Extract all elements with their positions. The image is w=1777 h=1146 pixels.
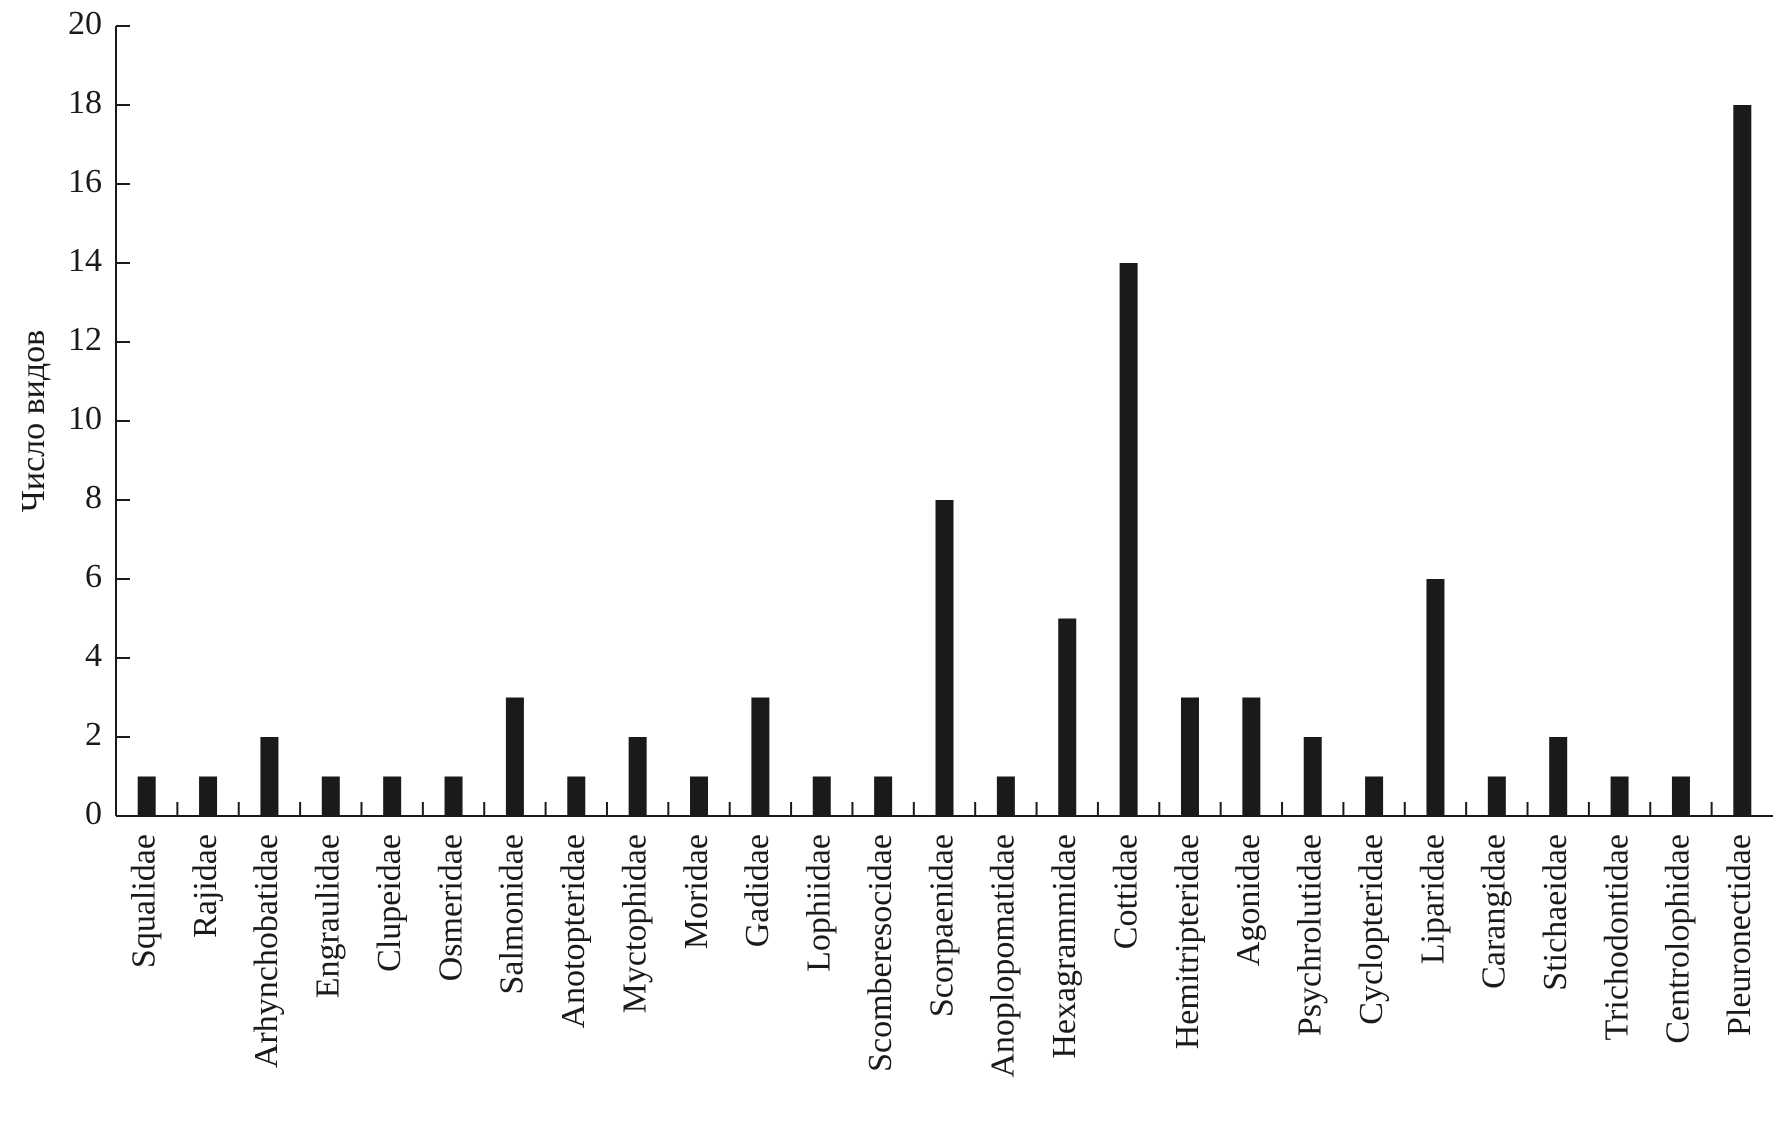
- bar: [690, 776, 709, 816]
- bar: [812, 776, 831, 816]
- x-tick-label: Squalidae: [125, 834, 162, 968]
- y-tick-label: 16: [68, 163, 102, 200]
- bar: [628, 737, 647, 816]
- x-tick-label: Carangidae: [1476, 834, 1513, 989]
- x-tick-label: Osmeridae: [432, 834, 469, 981]
- bar: [1733, 105, 1752, 816]
- y-tick-label: 6: [85, 558, 102, 595]
- x-tick-label: Rajidae: [187, 834, 224, 938]
- x-tick-label: Centrolophidae: [1660, 834, 1697, 1044]
- bar: [1303, 737, 1322, 816]
- x-tick-label: Gadidae: [739, 834, 776, 947]
- bar: [751, 697, 770, 816]
- bar: [996, 776, 1015, 816]
- x-tick-label: Arhynchobatidae: [248, 834, 285, 1068]
- bar: [1365, 776, 1384, 816]
- bar: [1242, 697, 1261, 816]
- bar: [137, 776, 156, 816]
- x-tick-label: Stichaeidae: [1537, 834, 1574, 991]
- x-tick-label: Moridae: [678, 834, 715, 949]
- bar: [1058, 618, 1077, 816]
- x-tick-label: Lophiidae: [801, 834, 838, 972]
- x-tick-label: Scomberesocidae: [862, 834, 899, 1072]
- y-tick-label: 8: [85, 479, 102, 516]
- bar: [1671, 776, 1690, 816]
- bar: [321, 776, 340, 816]
- x-tick-label: Liparidae: [1414, 834, 1451, 964]
- bar: [1119, 263, 1138, 816]
- x-tick-label: Agonidae: [1230, 834, 1267, 966]
- bar: [383, 776, 402, 816]
- bar: [1610, 776, 1629, 816]
- x-tick-label: Cottidae: [1107, 834, 1144, 949]
- y-tick-label: 20: [68, 5, 102, 42]
- x-tick-label: Trichodontidae: [1598, 834, 1635, 1041]
- bar: [1426, 579, 1445, 816]
- y-tick-label: 2: [85, 716, 102, 753]
- x-tick-label: Cyclopteridae: [1353, 834, 1390, 1025]
- y-tick-label: 14: [68, 242, 102, 279]
- x-tick-label: Anoplopomatidae: [985, 834, 1022, 1078]
- x-tick-label: Engraulidae: [310, 834, 347, 998]
- bar: [935, 500, 954, 816]
- x-tick-label: Hemitripteridae: [1169, 834, 1206, 1049]
- x-tick-label: Clupeidae: [371, 834, 408, 972]
- x-tick-label: Anotopteridae: [555, 834, 592, 1029]
- bar: [505, 697, 524, 816]
- bar: [1180, 697, 1199, 816]
- x-tick-label: Scorpaenidae: [923, 834, 960, 1017]
- y-tick-label: 10: [68, 400, 102, 437]
- bar: [1549, 737, 1568, 816]
- bar: [444, 776, 463, 816]
- bar: [260, 737, 279, 816]
- y-axis-label: Число видов: [15, 330, 52, 512]
- bar: [1487, 776, 1506, 816]
- y-tick-label: 0: [85, 795, 102, 832]
- y-tick-label: 4: [85, 637, 102, 674]
- x-tick-label: Pleuronectidae: [1721, 834, 1758, 1036]
- x-tick-label: Salmonidae: [494, 834, 531, 995]
- x-tick-label: Psychrolutidae: [1292, 834, 1329, 1036]
- bar: [567, 776, 586, 816]
- x-tick-label: Myctophidae: [616, 834, 653, 1013]
- bar: [199, 776, 218, 816]
- x-tick-label: Hexagrammidae: [1046, 834, 1083, 1059]
- y-tick-label: 12: [68, 321, 102, 358]
- bar: [874, 776, 893, 816]
- y-tick-label: 18: [68, 84, 102, 121]
